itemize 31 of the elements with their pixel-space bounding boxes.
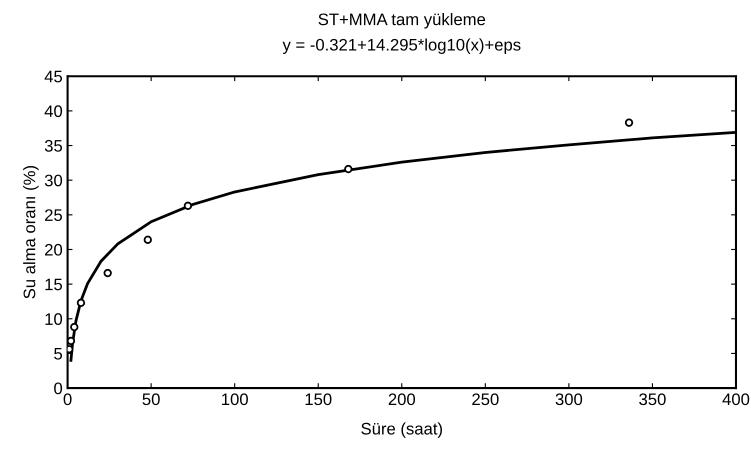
x-tick-label: 400 [722,393,750,406]
y-tick-label: 15 [45,278,62,290]
y-tick-label: 0 [54,382,62,394]
chart-subtitle: y = -0.321+14.295*log10(x)+eps [282,38,520,54]
y-tick-label: 5 [54,348,62,360]
x-tick-label: 300 [556,393,582,406]
y-tick-label: 10 [45,313,62,325]
point [68,336,76,346]
x-tick-label: 50 [142,393,160,406]
x-axis-title: Süre (saat) [361,422,442,438]
x-tick-label: 200 [388,393,416,406]
point [70,322,78,332]
y-tick-label: 40 [44,105,62,118]
point [344,164,352,174]
y-tick-label: 25 [45,209,62,222]
y-tick-label: 45 [44,70,62,82]
x-tick-label: 0 [64,393,72,406]
y-tick-label: 30 [44,174,62,186]
point [184,202,192,210]
point [624,118,634,127]
point [76,298,86,308]
y-tick-label: 35 [44,140,62,152]
point [144,236,152,244]
point [104,268,112,278]
x-tick-label: 350 [639,393,666,406]
y-axis-title: Su alma oranı (%) [23,166,39,299]
x-tick-label: 100 [222,393,248,406]
x-tick-label: 250 [472,393,499,406]
y-tick-label: 20 [45,244,62,256]
chart-title: ST+MMA tam yükleme [318,13,486,29]
x-tick-label: 150 [306,393,332,406]
